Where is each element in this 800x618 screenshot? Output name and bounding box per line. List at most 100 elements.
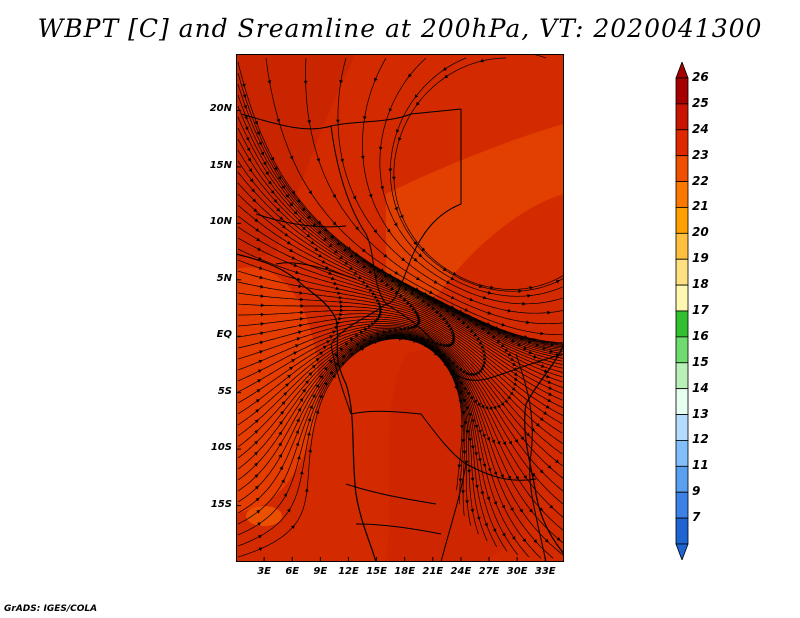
streamline-arrow xyxy=(339,255,344,260)
streamline-arrow xyxy=(444,74,449,79)
streamline-arrow xyxy=(507,352,512,357)
streamline-arrow xyxy=(467,469,471,474)
streamline-arrow xyxy=(473,399,477,404)
streamline-arrow xyxy=(299,397,304,402)
streamline-arrow xyxy=(322,345,327,350)
streamline-arrow xyxy=(535,343,540,347)
streamline-arrow xyxy=(324,367,328,371)
colorbar-swatch xyxy=(675,129,689,157)
streamline-arrow xyxy=(317,230,322,234)
border-line xyxy=(515,353,547,562)
streamline-arrow xyxy=(274,166,278,171)
streamline-arrow xyxy=(501,504,505,509)
streamline-arrow xyxy=(548,386,553,390)
streamline-arrow xyxy=(501,322,506,327)
streamline-arrow xyxy=(456,316,461,320)
lon-tick-label: 30E xyxy=(506,566,528,577)
streamline-arrow xyxy=(470,508,475,513)
streamline-arrow xyxy=(514,372,518,376)
streamline-arrow xyxy=(254,485,259,490)
streamline-arrow xyxy=(311,364,316,369)
streamline-arrow xyxy=(339,347,344,352)
streamline-arrow xyxy=(555,459,559,464)
streamline-arrow xyxy=(469,297,474,302)
lat-tick-label: 15N xyxy=(209,159,232,171)
coastline-east xyxy=(524,343,564,555)
streamline-arrow xyxy=(281,224,286,229)
colorbar xyxy=(675,62,689,560)
streamline-arrow xyxy=(371,291,376,296)
streamline-arrow xyxy=(278,431,282,436)
streamline-arrow xyxy=(413,309,418,314)
streamline-arrow xyxy=(256,389,261,393)
colorbar-label: 26 xyxy=(692,70,709,84)
colorbar-label: 18 xyxy=(692,277,709,292)
streamline-arrow xyxy=(468,438,472,442)
streamline-arrow xyxy=(352,195,357,200)
streamline-arrow xyxy=(297,218,302,223)
streamline-arrow xyxy=(295,442,300,446)
streamline-arrow xyxy=(415,312,420,316)
streamline-arrow xyxy=(258,359,263,364)
streamline-arrow xyxy=(543,411,548,415)
streamline-arrow xyxy=(348,348,353,353)
streamline xyxy=(237,138,564,352)
colorbar-swatch xyxy=(675,517,689,545)
colorbar-swatch xyxy=(675,181,689,208)
streamline-arrow xyxy=(548,392,553,396)
lon-tick-label: 33E xyxy=(534,566,556,577)
streamline-arrow xyxy=(500,343,505,348)
streamline-arrow xyxy=(299,323,303,328)
colorbar-swatch xyxy=(675,207,689,234)
streamline-arrow xyxy=(459,381,463,386)
streamline xyxy=(237,281,564,409)
colorbar-swatch xyxy=(675,491,689,519)
streamline-arrow xyxy=(295,344,299,348)
streamline-arrow xyxy=(328,359,333,364)
streamline-arrow xyxy=(549,349,554,354)
streamline-arrow xyxy=(293,210,298,215)
colorbar-label: 19 xyxy=(692,251,709,266)
streamline xyxy=(237,72,564,344)
streamline-arrow xyxy=(473,332,478,337)
lat-tick-label: 10S xyxy=(210,442,232,454)
streamline-arrow xyxy=(403,326,408,331)
lat-tick-label: 5N xyxy=(216,272,232,284)
streamline-arrow xyxy=(336,321,341,325)
streamline-arrow xyxy=(540,364,545,368)
streamline-arrow xyxy=(484,522,488,527)
streamline-arrow xyxy=(412,324,417,329)
streamline-arrow xyxy=(299,317,304,321)
cool-patch-northwest xyxy=(236,54,356,259)
streamline xyxy=(237,337,464,547)
streamline-arrow xyxy=(242,83,246,88)
colorbar-label: 21 xyxy=(692,199,709,214)
streamline-arrow xyxy=(410,291,415,295)
colorbar-label: 13 xyxy=(692,406,709,421)
streamline-arrow xyxy=(482,463,487,468)
streamline-arrow xyxy=(393,222,398,227)
streamline-arrow xyxy=(452,271,457,276)
streamline-arrow xyxy=(360,155,365,160)
streamline-arrow xyxy=(507,475,511,480)
streamline-arrow xyxy=(244,126,249,131)
streamline-arrow xyxy=(526,320,530,325)
streamline-arrow xyxy=(474,424,479,429)
streamline-arrow xyxy=(465,430,470,434)
colorbar-swatch xyxy=(675,336,689,364)
streamline-arrow xyxy=(257,379,262,383)
streamline-arrow xyxy=(355,226,359,231)
streamline-arrow xyxy=(242,94,247,99)
country-borders xyxy=(240,108,564,562)
streamline-arrow xyxy=(466,324,470,329)
streamline xyxy=(237,313,563,444)
streamline-arrow xyxy=(490,285,494,290)
streamline-arrow xyxy=(257,247,262,251)
streamline-arrow xyxy=(374,77,378,82)
streamline-arrow xyxy=(478,458,482,463)
streamline-arrow xyxy=(286,508,291,513)
border-line xyxy=(330,303,387,415)
streamline-arrow xyxy=(508,440,512,445)
lon-tick-label: 3E xyxy=(257,566,271,577)
streamline-arrow xyxy=(291,359,296,363)
